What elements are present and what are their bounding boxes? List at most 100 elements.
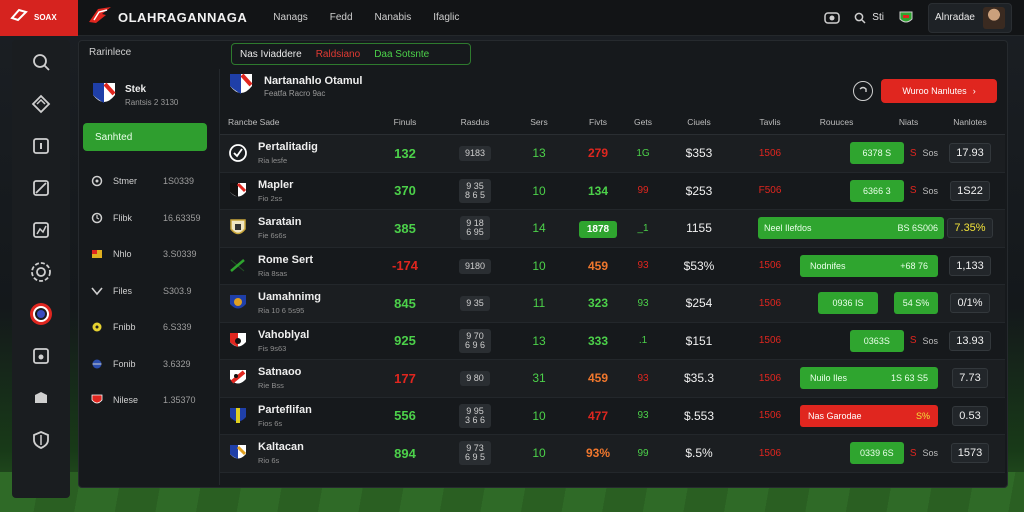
team-sub: Fios 6s: [258, 418, 283, 428]
nav-item[interactable]: Nanags: [273, 12, 308, 23]
odds-cell: 0936 IS 54 S%: [800, 292, 940, 315]
rating-cell: 9 35 8 6 5: [440, 178, 510, 203]
column-header[interactable]: Gets: [634, 116, 652, 127]
filter-item[interactable]: Files S303.9: [81, 273, 209, 310]
sets-value: 13: [532, 333, 546, 348]
search-icon[interactable]: [28, 50, 54, 74]
odds-bar-label: 0339 6S: [860, 448, 894, 459]
filter-item[interactable]: Flibk 16.63359: [81, 200, 209, 237]
odds-bar-negative[interactable]: Nas Garodae S%: [800, 404, 938, 427]
rating-pill[interactable]: 9 73 6 9 5: [458, 441, 492, 466]
dot-icon: [91, 321, 103, 333]
points-value: 1878: [578, 221, 618, 239]
column-header[interactable]: Sers: [530, 116, 548, 127]
selected-team[interactable]: Stek Rantsis 2 3130: [81, 69, 209, 121]
brand-badge[interactable]: SOAX: [0, 0, 78, 36]
table-row[interactable]: Vahoblyal Fis 9s63 925 9 70 6 9 6 13 333…: [220, 323, 1005, 360]
odds-bar[interactable]: 0936 IS: [818, 292, 878, 315]
refresh-button[interactable]: [853, 81, 873, 101]
camera-icon[interactable]: [824, 10, 841, 26]
odds-bar[interactable]: 6366 3: [849, 179, 904, 202]
column-header[interactable]: Rancbe Sade: [228, 116, 280, 127]
search-tool[interactable]: Sti: [854, 12, 884, 24]
filter-item[interactable]: Stmer 1S0339: [81, 163, 209, 200]
rating-cell: 9 80: [440, 370, 510, 387]
nav-item[interactable]: Ifaglic: [433, 12, 460, 23]
table-row[interactable]: Mapler Fio 2ss 370 9 35 8 6 5 10 134 99 …: [220, 173, 1005, 210]
table-row[interactable]: Uamahnimg Ria 10 6 5s95 845 9 35 11 323 …: [220, 285, 1005, 323]
filter-item[interactable]: Fnibb 6.S339: [81, 309, 209, 346]
odds-bar-secondary[interactable]: 54 S%: [894, 292, 938, 315]
rating-pill[interactable]: 9 80: [460, 371, 490, 387]
table-row[interactable]: Kaltacan Rio 6s 894 9 73 6 9 5 10 93% 99…: [220, 435, 1005, 473]
column-header[interactable]: Nanlotes: [953, 116, 987, 127]
column-header[interactable]: Ciuels: [687, 116, 711, 127]
rating-pill[interactable]: 9 95 3 6 6: [458, 403, 492, 428]
cup-icon[interactable]: [28, 344, 54, 368]
nav-item[interactable]: Nanabis: [374, 12, 412, 23]
tab-item-active[interactable]: Raldsiano: [315, 48, 361, 60]
points-cell: 1878: [568, 221, 628, 239]
table-row[interactable]: Satnaoo Rie Bss 177 9 80 31 459 93 $35.3…: [220, 360, 1005, 398]
rating-cell: 9 18 6 95: [440, 216, 510, 241]
final-value[interactable]: 7.73: [952, 368, 988, 389]
money-value: 1155: [686, 221, 712, 236]
rating-pill[interactable]: 9 35 8 6 5: [458, 178, 492, 203]
odds-bar[interactable]: 0363S: [849, 329, 904, 352]
diamond-icon[interactable]: [28, 92, 54, 116]
odds-bar[interactable]: 0339 6S: [849, 442, 904, 465]
table-row[interactable]: Pertalitadig Ria lesfe 132 9183 13 279 1…: [220, 135, 1005, 173]
odds-cell: 6378 S S Sos: [800, 142, 940, 165]
lifebuoy-icon[interactable]: [28, 302, 54, 326]
rating-pill[interactable]: 9 70 6 9 6: [458, 328, 492, 353]
nav-item[interactable]: Fedd: [329, 12, 353, 23]
flag-icon[interactable]: [28, 176, 54, 200]
final-value[interactable]: 1S22: [950, 180, 990, 201]
rating-pill[interactable]: 9 18 6 95: [460, 216, 490, 241]
column-header[interactable]: Finuls: [393, 116, 417, 127]
final-value[interactable]: 17.93: [949, 143, 991, 164]
team-crest-icon[interactable]: [898, 10, 914, 26]
filter-item[interactable]: Nilese 1.35370: [81, 382, 209, 419]
odds-bar-label: 6378 S: [862, 148, 892, 159]
shield-icon[interactable]: [28, 428, 54, 452]
user-profile[interactable]: Alnradae: [927, 2, 1012, 33]
final-value[interactable]: 1,133: [949, 255, 991, 276]
table-row[interactable]: Parteflifan Fios 6s 556 9 95 3 6 6 10 47…: [220, 398, 1005, 435]
rating-pill[interactable]: 9180: [458, 258, 492, 274]
final-value[interactable]: 13.93: [949, 330, 991, 351]
target-icon[interactable]: [28, 260, 54, 284]
filter-item[interactable]: Fonib 3.6329: [81, 346, 209, 383]
select-button[interactable]: Sanhted: [83, 123, 207, 151]
team-cell: Saratain Fie 6s6s: [220, 216, 370, 240]
money-value: $35.3: [683, 371, 715, 386]
final-value[interactable]: 7.35%: [947, 218, 993, 239]
rating-pill[interactable]: 9183: [458, 146, 492, 162]
tab-item[interactable]: Nas Iviaddere: [240, 48, 302, 60]
column-header[interactable]: Niats: [898, 116, 919, 127]
column-header[interactable]: Tavlis: [759, 116, 781, 127]
final-value[interactable]: 1573: [950, 443, 990, 464]
filter-item[interactable]: Nhlo 3.S0339: [81, 236, 209, 273]
odds-bar[interactable]: 6378 S: [849, 142, 904, 165]
box-icon[interactable]: [28, 386, 54, 410]
table-row[interactable]: Rome Sert Ria 8sas -174 9180 10 459 93 $…: [220, 248, 1005, 285]
table-row[interactable]: Saratain Fie 6s6s 385 9 18 6 95 14 1878 …: [220, 210, 1005, 248]
app-logo[interactable]: OLAHRAGANNAGA: [88, 6, 247, 29]
tab-item[interactable]: Daa Sotsnte: [374, 48, 430, 60]
odds-bar-wide[interactable]: Neel Ilefdos BS 6S006: [758, 217, 944, 240]
breadcrumb[interactable]: Rarinlece: [89, 47, 132, 58]
column-header[interactable]: Rasdus: [460, 116, 490, 127]
odds-bar-wide[interactable]: Nuilo Iles 1S 63 S5: [800, 367, 938, 390]
final-value[interactable]: 0/1%: [950, 293, 990, 314]
action-button[interactable]: Wuroo Nanlutes ›: [881, 79, 997, 103]
odds-bar-wide[interactable]: Nodnifes +68 76: [800, 254, 938, 277]
final-value[interactable]: 0.53: [952, 405, 988, 426]
rating-pill[interactable]: 9 35: [460, 296, 490, 312]
money-value: $254: [685, 296, 713, 311]
final-value-cell: 7.73: [940, 368, 1000, 389]
chart-icon[interactable]: [28, 218, 54, 242]
info-icon[interactable]: [28, 134, 54, 158]
column-header[interactable]: Fivts: [589, 116, 607, 127]
column-header[interactable]: Rouuces: [819, 116, 854, 127]
